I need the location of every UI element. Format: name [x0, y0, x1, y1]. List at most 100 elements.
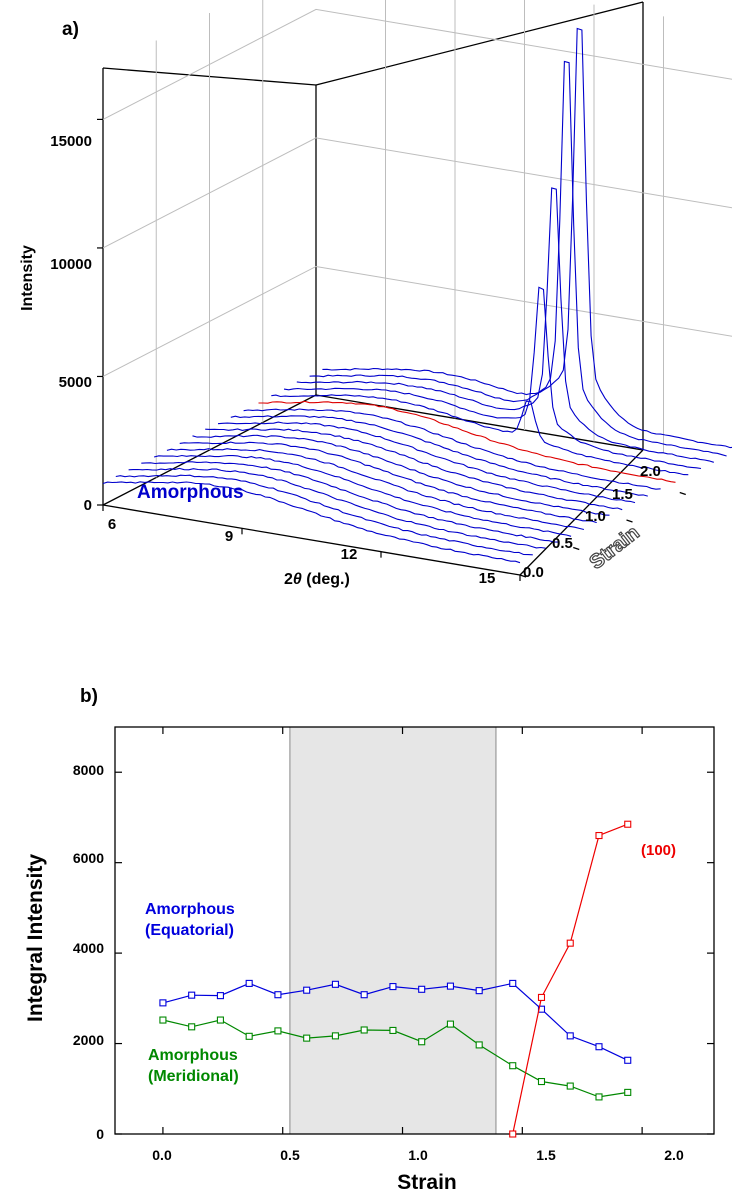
data-point-marker	[389, 1026, 397, 1034]
intensity-gridline	[102, 8, 732, 120]
xrd-trace	[102, 481, 521, 564]
equatorial-label-line1: Amorphous	[145, 901, 235, 918]
xrd-trace	[217, 421, 636, 504]
data-point-marker	[537, 1005, 546, 1013]
x-tick-12: 12	[341, 546, 358, 563]
x-tick-1-5-b: 1.5	[536, 1147, 556, 1163]
y-tick-5000: 5000	[59, 374, 92, 391]
y-tick-0: 0	[84, 497, 92, 514]
z-tick-1-5: 1.5	[612, 486, 633, 503]
y-axis-label: Intensity	[19, 245, 36, 311]
shaded-region	[289, 726, 497, 1135]
xrd-trace	[192, 434, 610, 516]
z-axis-label: Strain	[586, 522, 644, 574]
data-point-marker	[595, 831, 603, 840]
z-tick-mark	[626, 519, 633, 523]
x-tick-0-0-b: 0.0	[152, 1147, 172, 1163]
x-tick-9: 9	[225, 528, 233, 545]
theta-symbol: θ	[293, 571, 302, 588]
back-floor-edge	[315, 394, 644, 451]
meridional-label-line1: Amorphous	[148, 1047, 238, 1064]
data-point-marker	[595, 1093, 603, 1101]
y-tick-0-b: 0	[96, 1126, 104, 1142]
intensity-gridline	[102, 265, 732, 377]
z-tick-0-5: 0.5	[552, 535, 573, 552]
data-point-marker	[331, 980, 339, 988]
z-tick-0-0: 0.0	[523, 564, 544, 581]
data-point-marker	[360, 1026, 368, 1034]
data-point-marker	[159, 999, 167, 1007]
z-axis-line	[519, 449, 644, 576]
peak-100-label: (100)	[641, 842, 676, 859]
xrd-trace	[179, 441, 597, 524]
panel-a-label: a)	[62, 19, 79, 40]
xrd-trace	[309, 60, 727, 457]
data-point-marker	[624, 1056, 632, 1064]
data-point-marker	[624, 1088, 632, 1096]
data-point-marker	[509, 979, 517, 987]
data-point-marker	[537, 993, 546, 1001]
data-point-marker	[446, 982, 454, 990]
x-tick-1-0-b: 1.0	[408, 1147, 428, 1163]
x-tick-2-0-b: 2.0	[664, 1147, 684, 1163]
data-point-marker	[274, 991, 282, 999]
data-point-marker	[475, 987, 483, 995]
z-tick-mark	[519, 574, 527, 578]
x-tick-15: 15	[479, 570, 496, 587]
series-line-2	[512, 823, 628, 1135]
xrd-trace	[258, 400, 676, 483]
data-point-marker	[566, 1032, 574, 1040]
data-point-marker	[566, 1082, 574, 1090]
z-tick-mark	[679, 491, 686, 496]
data-point-marker	[418, 985, 426, 993]
series-line-0	[162, 982, 628, 1061]
xrd-trace	[296, 187, 714, 463]
data-point-marker	[446, 1020, 454, 1028]
y-tick-8000-b: 8000	[73, 762, 104, 778]
xrd-trace	[230, 415, 648, 497]
series-line-1	[162, 1019, 628, 1098]
x-axis-line	[102, 504, 521, 576]
panel-b-ticks	[115, 727, 714, 1135]
meridional-label-line2: (Meridional)	[148, 1068, 239, 1085]
xrd-trace	[243, 408, 661, 490]
y-tick-2000-b: 2000	[73, 1032, 104, 1048]
y-axis-label-b: Integral Intensity	[24, 854, 47, 1022]
panel-b-series	[159, 820, 632, 1138]
y-tick-6000-b: 6000	[73, 850, 104, 866]
xrd-trace	[153, 454, 572, 537]
xrd-trace	[205, 428, 623, 511]
xrd-trace	[322, 27, 732, 449]
data-point-marker	[274, 1027, 282, 1035]
data-point-marker	[245, 1032, 253, 1040]
x-tick-0-5-b: 0.5	[280, 1147, 300, 1163]
xrd-trace	[271, 394, 689, 476]
y-tick-10000: 10000	[50, 256, 92, 273]
plot-frame	[114, 726, 715, 1135]
data-point-marker	[595, 1043, 603, 1051]
data-point-marker	[566, 939, 574, 947]
xrd-trace	[283, 286, 702, 470]
back-wall-top-edge	[315, 1, 644, 86]
data-point-marker	[188, 1023, 196, 1031]
panel-a-gridlines	[97, 0, 732, 581]
data-point-marker	[303, 1034, 311, 1042]
x-axis-label-prefix: 2	[284, 571, 293, 588]
xrd-trace	[141, 461, 559, 543]
z-tick-1-0: 1.0	[585, 508, 606, 525]
xrd-trace	[128, 467, 546, 549]
data-point-marker	[537, 1077, 546, 1086]
x-axis-label: 2θ (deg.)	[284, 571, 350, 588]
z-tick-mark	[573, 546, 580, 551]
y-tick-15000: 15000	[50, 133, 92, 150]
data-point-marker	[509, 1062, 517, 1070]
equatorial-label-line2: (Equatorial)	[145, 922, 234, 939]
data-point-marker	[389, 983, 397, 991]
data-point-marker	[418, 1038, 426, 1046]
data-point-marker	[245, 979, 253, 987]
data-point-marker	[331, 1032, 339, 1040]
amorphous-annotation: Amorphous	[137, 482, 244, 503]
x-tick-6: 6	[108, 516, 116, 533]
panel-b-label: b)	[80, 686, 98, 707]
data-point-marker	[216, 992, 224, 1000]
